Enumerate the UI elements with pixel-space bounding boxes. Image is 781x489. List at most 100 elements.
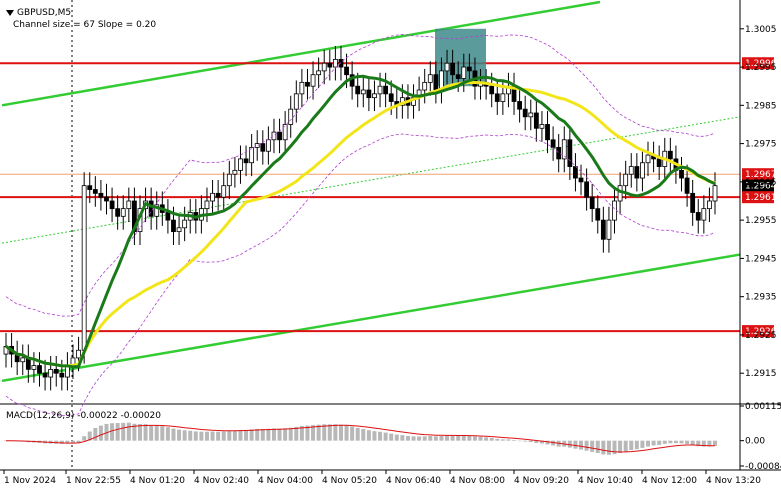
candle-body bbox=[517, 101, 523, 110]
candle-body bbox=[204, 200, 210, 210]
macd-bar bbox=[115, 423, 120, 441]
x-tick-label: 4 Nov 05:20 bbox=[322, 476, 377, 486]
macd-bar bbox=[260, 428, 265, 441]
macd-bar bbox=[411, 436, 416, 441]
y-tick-label: 1.2935 bbox=[745, 293, 777, 303]
candle-body bbox=[489, 85, 495, 95]
x-tick-label: 4 Nov 02:40 bbox=[194, 476, 249, 486]
candle-body bbox=[455, 74, 461, 79]
candle-body bbox=[221, 185, 227, 198]
candle-body bbox=[695, 212, 701, 221]
candle-body bbox=[712, 185, 718, 202]
candle-body bbox=[383, 85, 389, 95]
macd-bar bbox=[266, 428, 271, 441]
candle-body bbox=[171, 219, 176, 233]
macd-bar bbox=[199, 431, 204, 441]
channel-line bbox=[1, 253, 741, 383]
macd-bar bbox=[405, 435, 410, 441]
macd-bar bbox=[517, 440, 522, 442]
macd-bar bbox=[422, 436, 427, 441]
macd-bar bbox=[668, 440, 673, 444]
candle-body bbox=[707, 200, 712, 210]
candle-body bbox=[42, 372, 48, 378]
macd-bar bbox=[355, 427, 360, 441]
candle-body bbox=[584, 181, 589, 198]
macd-bar bbox=[216, 431, 221, 441]
channel-line bbox=[1, 0, 601, 107]
macd-bar bbox=[433, 436, 438, 441]
x-tick-label: 4 Nov 10:40 bbox=[578, 476, 633, 486]
macd-bar bbox=[673, 440, 678, 444]
macd-bar bbox=[584, 440, 589, 451]
candle-body bbox=[600, 219, 606, 240]
candle-body bbox=[701, 208, 707, 221]
macd-bar bbox=[227, 431, 232, 441]
candle-body bbox=[120, 208, 126, 217]
candle-body bbox=[92, 189, 98, 194]
candle-body bbox=[623, 173, 629, 187]
dropdown-arrow-icon[interactable] bbox=[6, 10, 14, 16]
macd-bar bbox=[495, 438, 500, 441]
price-tag bbox=[742, 168, 774, 181]
macd-bar bbox=[685, 440, 690, 444]
macd-bar bbox=[244, 429, 249, 441]
macd-bar bbox=[154, 425, 159, 441]
macd-bar bbox=[54, 440, 59, 444]
candle-body bbox=[182, 219, 188, 229]
macd-tick-label: 0.00115 bbox=[745, 402, 781, 412]
candle-body bbox=[578, 177, 584, 183]
price-tag bbox=[742, 325, 774, 338]
macd-bar bbox=[294, 426, 299, 441]
macd-bar bbox=[338, 424, 343, 441]
x-tick-label: 4 Nov 12:00 bbox=[642, 476, 697, 486]
macd-bar bbox=[70, 440, 75, 444]
candle-body bbox=[310, 74, 316, 87]
macd-bar bbox=[528, 440, 533, 443]
macd-bar bbox=[98, 425, 103, 441]
macd-bar bbox=[59, 440, 64, 444]
macd-bar bbox=[551, 440, 556, 446]
candle-body bbox=[215, 192, 221, 198]
macd-bar bbox=[344, 425, 349, 441]
candle-body bbox=[617, 185, 623, 202]
candle-body bbox=[48, 368, 54, 378]
macd-bar bbox=[350, 426, 355, 441]
candle-body bbox=[656, 158, 662, 167]
macd-bar bbox=[696, 440, 701, 447]
price-axis: 1.3005 1.2995 1.2985 1.2975 1.2965 1.2955 1.29… bbox=[739, 0, 781, 472]
price-tag-label: 1.2967 bbox=[745, 170, 777, 180]
macd-bar bbox=[143, 424, 148, 441]
candle-body bbox=[634, 166, 640, 179]
candle-body bbox=[293, 93, 299, 110]
candle-body bbox=[494, 93, 500, 102]
macd-bar bbox=[333, 424, 338, 441]
macd-bar bbox=[606, 440, 611, 455]
macd-bar bbox=[255, 428, 260, 441]
candle-body bbox=[640, 162, 645, 179]
macd-bar bbox=[690, 440, 695, 446]
candle-body bbox=[589, 196, 595, 210]
macd-bar bbox=[417, 436, 422, 441]
candle-body bbox=[422, 81, 428, 91]
macd-bar bbox=[623, 440, 628, 452]
macd-bar bbox=[389, 433, 394, 441]
macd-label: MACD(12,26,9) -0.00022 -0.00020 bbox=[6, 411, 161, 421]
macd-bar bbox=[87, 431, 92, 441]
macd-bar bbox=[177, 429, 182, 441]
macd-bar bbox=[277, 428, 282, 441]
macd-bar bbox=[383, 432, 388, 441]
macd-bar bbox=[165, 427, 170, 441]
candle-body bbox=[316, 70, 322, 76]
candle-body bbox=[606, 219, 612, 240]
symbol-label: GBPUSD,M5 bbox=[17, 8, 71, 18]
macd-tick-label: 0.00 bbox=[745, 437, 765, 447]
macd-bar bbox=[612, 440, 617, 455]
bollinger-band bbox=[5, 133, 716, 417]
candle-body bbox=[528, 112, 534, 118]
macd-bar bbox=[601, 440, 606, 455]
candle-body bbox=[265, 139, 271, 152]
candle-body bbox=[355, 85, 361, 95]
y-tick-label: 1.2915 bbox=[745, 369, 777, 379]
macd-bar bbox=[640, 440, 645, 448]
macd-bar bbox=[366, 430, 371, 441]
